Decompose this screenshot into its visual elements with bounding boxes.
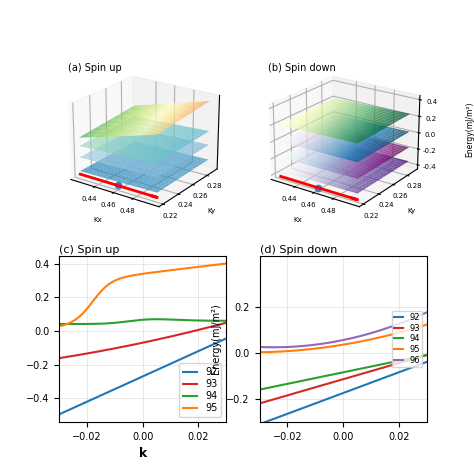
Line: 95: 95: [59, 264, 226, 327]
96: [302, 343, 308, 349]
96: [416, 313, 422, 319]
95: [301, 347, 307, 353]
Line: 95: 95: [260, 325, 427, 352]
X-axis label: Kx: Kx: [294, 218, 302, 223]
95: [424, 322, 429, 328]
94: [223, 318, 229, 324]
93: [63, 354, 69, 360]
93: [410, 356, 415, 362]
Y-axis label: Energy(mJ/m²): Energy(mJ/m²): [211, 303, 221, 374]
93: [66, 354, 72, 359]
93: [264, 399, 269, 404]
95: [209, 263, 215, 268]
Legend: 92, 93, 94, 95: 92, 93, 94, 95: [179, 364, 221, 417]
93: [87, 350, 93, 356]
X-axis label: k: k: [138, 447, 147, 460]
94: [67, 321, 73, 327]
96: [267, 345, 273, 350]
94: [424, 352, 429, 358]
94: [58, 321, 64, 327]
94: [288, 380, 293, 386]
Line: 92: 92: [260, 362, 427, 424]
Line: 96: 96: [260, 312, 427, 347]
96: [257, 344, 263, 350]
94: [154, 316, 159, 322]
93: [415, 355, 421, 360]
X-axis label: Kx: Kx: [93, 218, 102, 223]
93: [209, 324, 215, 329]
92: [264, 419, 269, 425]
96: [424, 310, 429, 315]
92: [223, 336, 229, 341]
92: [56, 411, 62, 417]
94: [301, 378, 307, 383]
Y-axis label: Ky: Ky: [207, 208, 215, 214]
95: [288, 348, 293, 354]
93: [301, 388, 307, 393]
94: [257, 387, 263, 392]
96: [289, 344, 294, 350]
93: [56, 356, 62, 361]
94: [217, 318, 222, 324]
92: [301, 405, 307, 410]
94: [410, 355, 415, 361]
95: [257, 349, 263, 355]
94: [88, 321, 94, 327]
92: [87, 397, 93, 403]
92: [66, 407, 72, 412]
95: [415, 324, 421, 330]
Legend: 92, 93, 94, 95, 96: 92, 93, 94, 95, 96: [392, 310, 422, 367]
92: [424, 359, 429, 365]
Line: 93: 93: [260, 355, 427, 403]
95: [215, 262, 221, 267]
Line: 94: 94: [59, 319, 226, 324]
Text: (c) Spin up: (c) Spin up: [59, 245, 119, 255]
95: [66, 320, 72, 326]
95: [410, 326, 415, 332]
92: [63, 409, 69, 414]
93: [267, 398, 273, 403]
94: [211, 318, 217, 324]
93: [223, 320, 229, 326]
94: [102, 321, 108, 327]
95: [87, 302, 93, 308]
92: [215, 339, 221, 345]
92: [257, 421, 263, 427]
Y-axis label: Ky: Ky: [408, 208, 416, 214]
95: [267, 349, 273, 355]
94: [267, 385, 273, 391]
95: [63, 321, 69, 327]
95: [56, 324, 62, 329]
95: [101, 286, 107, 292]
93: [101, 347, 107, 353]
92: [415, 362, 421, 368]
Line: 92: 92: [59, 338, 226, 414]
Title: (b) Spin down: (b) Spin down: [268, 63, 336, 73]
93: [257, 401, 263, 406]
96: [271, 345, 277, 350]
95: [223, 261, 229, 266]
93: [288, 392, 293, 397]
95: [264, 349, 269, 355]
94: [415, 354, 421, 360]
92: [267, 418, 273, 423]
93: [424, 352, 429, 358]
94: [64, 321, 70, 327]
92: [209, 342, 215, 348]
92: [101, 391, 107, 397]
Text: (d) Spin down: (d) Spin down: [260, 245, 337, 255]
Title: (a) Spin up: (a) Spin up: [68, 63, 122, 73]
Line: 93: 93: [59, 323, 226, 358]
92: [410, 365, 415, 370]
96: [264, 344, 269, 350]
94: [264, 385, 269, 391]
Line: 94: 94: [260, 355, 427, 390]
92: [288, 410, 293, 415]
93: [215, 322, 221, 328]
94: [56, 321, 62, 327]
96: [410, 315, 416, 321]
